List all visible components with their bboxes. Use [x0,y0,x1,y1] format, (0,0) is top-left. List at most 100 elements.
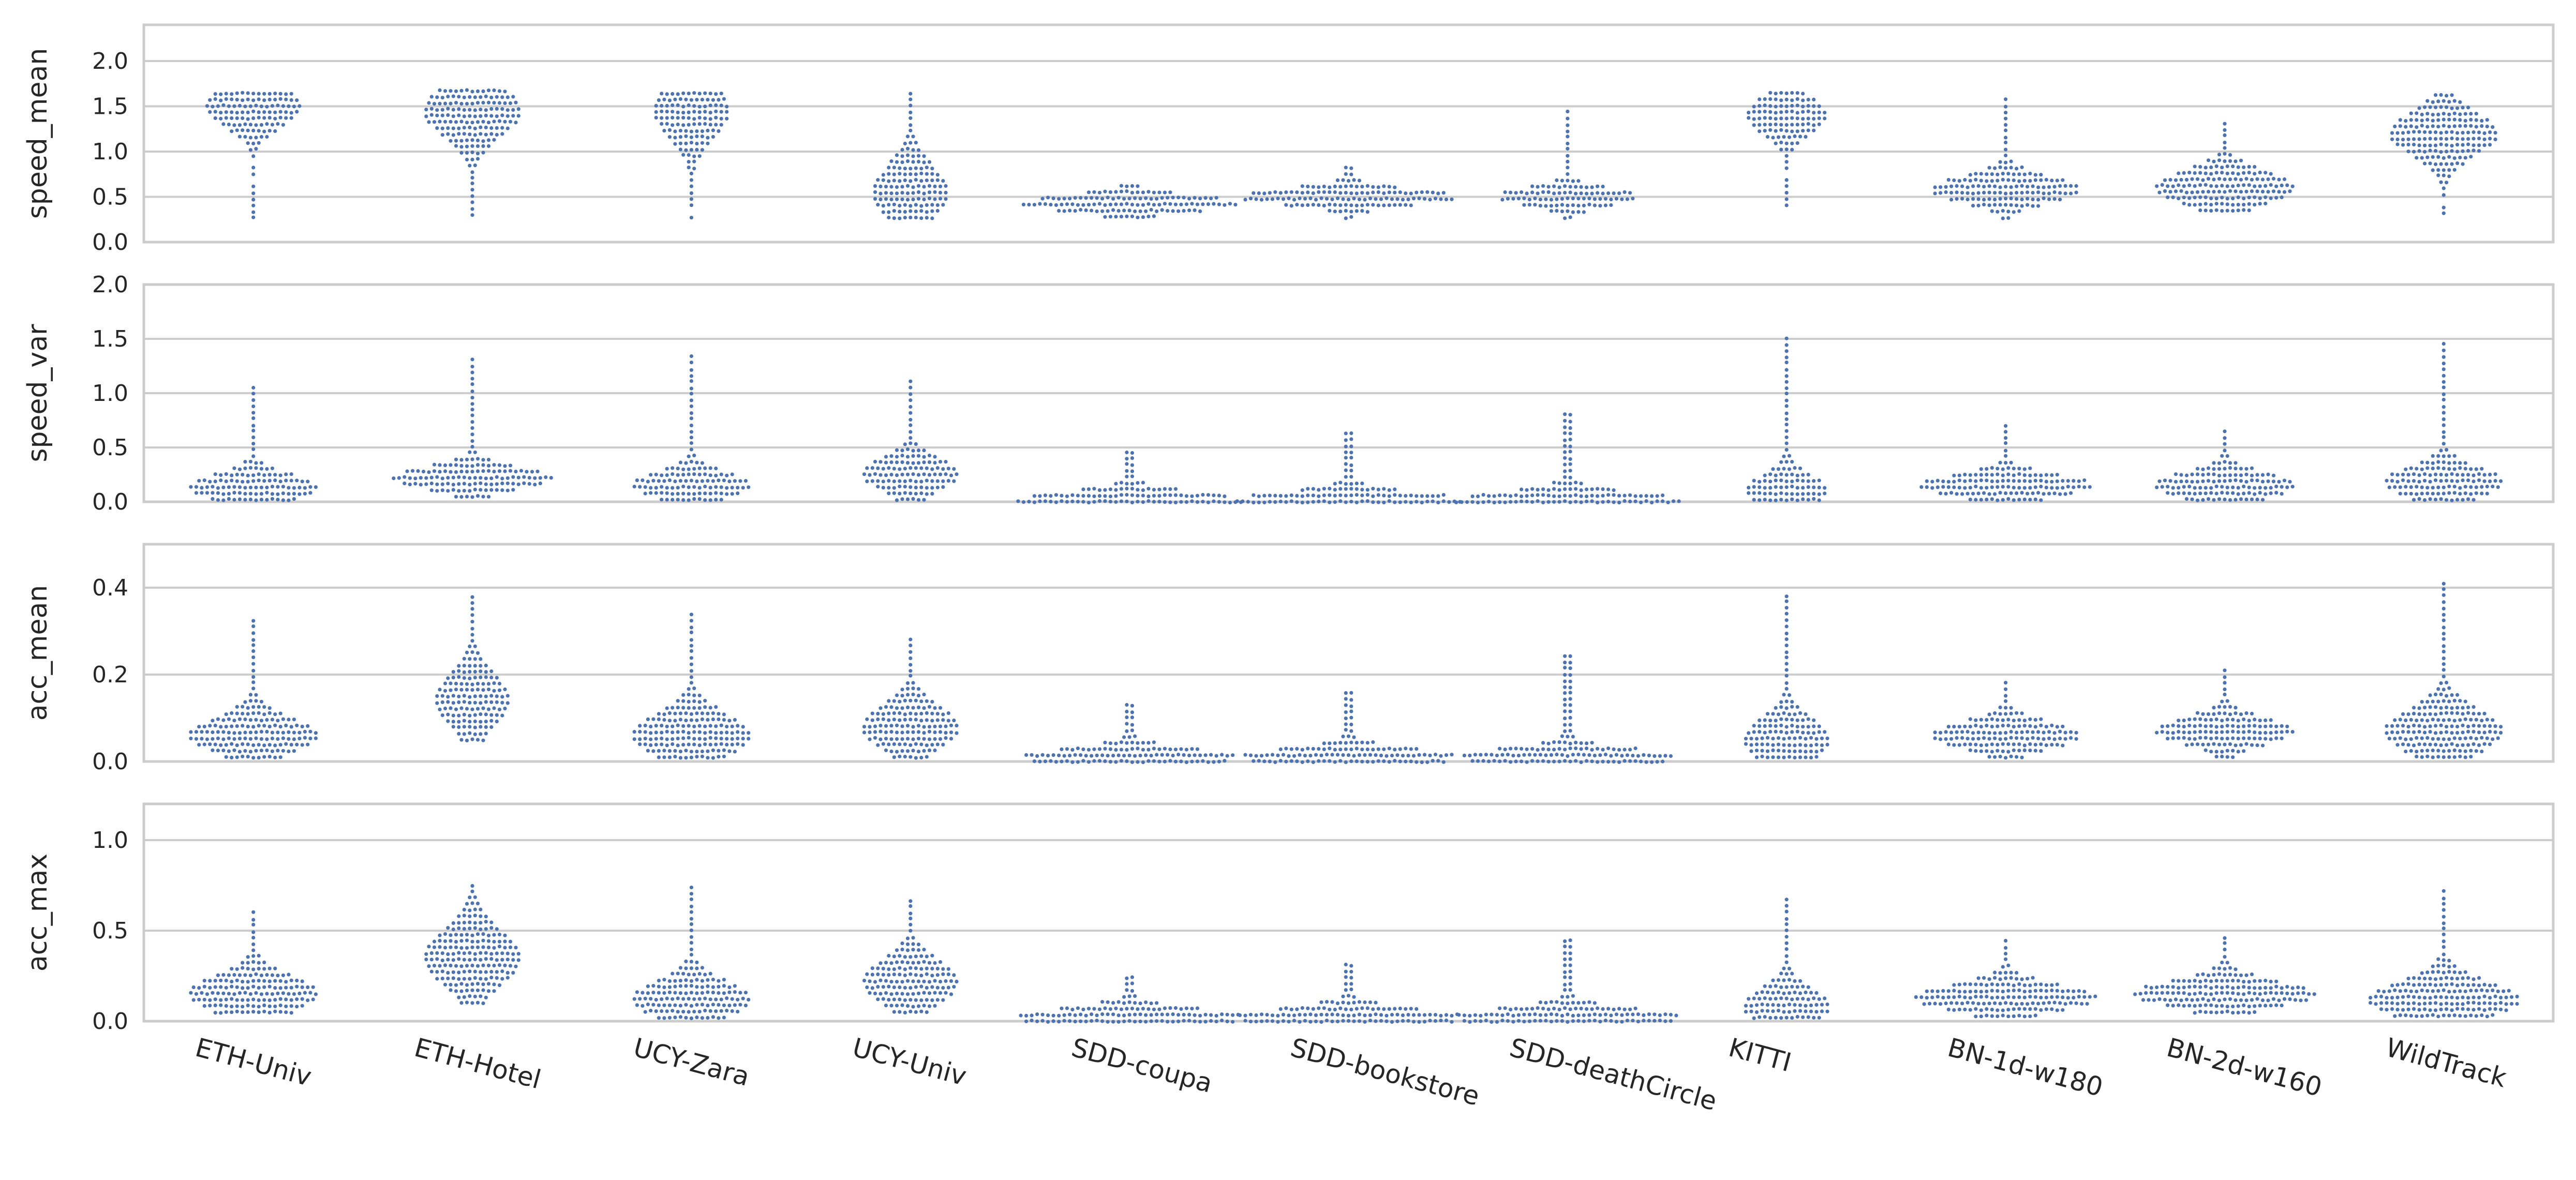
swarm-point [1032,203,1036,207]
swarm-point [1968,724,1972,729]
swarm-point [213,116,217,120]
swarm-point [700,479,704,483]
swarm-point [2463,124,2467,128]
swarm-point [314,731,318,735]
swarm-point [254,466,258,470]
swarm-point [454,120,458,124]
swarm-point [270,736,275,741]
swarm-point [251,725,256,729]
swarm-point [459,946,464,950]
swarm-point [1998,490,2002,495]
swarm-point [1628,748,1632,752]
swarm-point [2447,461,2451,465]
swarm-point [1354,191,1359,196]
swarm-point [2395,473,2400,477]
swarm-point [881,742,885,746]
swarm-point [2445,473,2449,477]
swarm-point [2052,737,2057,741]
swarm-point [462,712,466,716]
swarm-point [1971,731,1975,735]
swarm-point [1976,730,1981,735]
swarm-point [2220,754,2224,758]
swarm-point [503,707,507,711]
swarm-point [237,717,242,721]
swarm-point [1212,760,1216,764]
swarm-point [2209,196,2213,200]
swarm-point [251,191,256,196]
swarm-point [1119,189,1123,193]
swarm-point [1944,190,1948,195]
swarm-point [667,128,672,132]
swarm-point [1289,759,1293,763]
swarm-point [651,749,656,753]
swarm-point [1650,500,1654,505]
swarm-point [251,936,256,940]
swarm-point [2072,485,2076,489]
swarm-point [1349,437,1353,441]
swarm-point [2026,190,2030,195]
swarm-point [703,724,707,728]
swarm-point [1557,746,1561,751]
swarm-point [914,718,918,722]
swarm-point [1987,492,1991,496]
swarm-point [1996,172,2000,176]
swarm-point [2285,183,2289,187]
swarm-point [1333,494,1337,498]
swarm-point [254,749,258,753]
swarm-point [1812,123,1816,127]
swarm-point [1774,724,1778,728]
swarm-point [2452,698,2456,703]
swarm-point [892,718,896,722]
swarm-point [1108,215,1112,219]
swarm-point [1317,499,1321,504]
swarm-point [662,718,666,722]
swarm-point [2069,736,2073,740]
swarm-point [1344,482,1348,486]
swarm-point [687,103,691,108]
swarm-point [1787,749,1792,753]
swarm-point [1276,753,1280,757]
swarm-point [1349,431,1353,436]
swarm-point [676,116,680,120]
swarm-point [873,724,877,728]
swarm-point [1568,450,1572,454]
swarm-point [714,123,718,127]
swarm-point [262,110,266,114]
swarm-point [1338,499,1343,503]
swarm-point [903,491,907,495]
swarm-point [676,1010,680,1014]
swarm-point [1617,494,1621,498]
swarm-point [2431,461,2435,465]
swarm-point [462,977,466,981]
swarm-point [2193,717,2197,721]
swarm-point [1949,730,1954,735]
swarm-point [457,126,461,130]
swarm-point [1582,753,1586,757]
swarm-point [289,98,293,102]
swarm-point [251,948,256,952]
swarm-point [462,132,466,136]
swarm-point [2028,479,2032,483]
swarm-point [1262,500,1267,504]
swarm-point [887,479,891,483]
swarm-point [484,927,488,931]
swarm-point [2463,755,2467,759]
swarm-point [1555,752,1559,757]
swarm-point [267,998,272,1003]
swarm-point [2020,184,2024,188]
swarm-point [216,491,220,495]
swarm-point [2039,498,2043,502]
swarm-point [700,461,704,465]
swarm-point [1149,754,1153,758]
swarm-point [248,737,252,741]
swarm-point [251,662,256,666]
swarm-point [2209,737,2213,741]
swarm-point [687,153,691,157]
swarm-point [1520,499,1524,503]
swarm-point [930,699,934,704]
swarm-point [914,172,918,176]
swarm-point [486,100,491,104]
swarm-point [475,964,480,968]
swarm-point [895,185,899,189]
swarm-point [1784,184,1789,188]
